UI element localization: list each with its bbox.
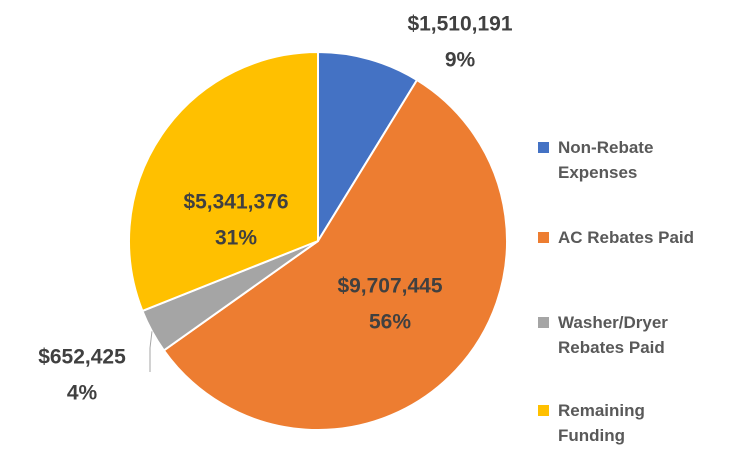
pie-slice	[128, 50, 319, 313]
legend-label: Remaining Funding	[558, 401, 645, 445]
legend-swatch	[538, 405, 549, 416]
legend-swatch	[538, 232, 549, 243]
percent-label: 56%	[369, 311, 411, 334]
legend-label: Non-Rebate Expenses	[558, 138, 654, 182]
data-label: $5,341,376	[183, 191, 288, 214]
data-label: $9,707,445	[337, 275, 442, 298]
pie-slice	[317, 50, 419, 245]
legend-item: AC Rebates Paid	[538, 225, 698, 250]
pie-slice	[162, 78, 508, 431]
legend-item: Remaining Funding	[538, 398, 698, 448]
legend-label: Washer/Dryer Rebates Paid	[558, 313, 668, 357]
percent-label: 9%	[445, 49, 476, 72]
data-label: $1,510,191	[407, 13, 512, 36]
legend-swatch	[538, 142, 549, 153]
legend-item: Washer/Dryer Rebates Paid	[538, 310, 698, 360]
legend-label: AC Rebates Paid	[558, 228, 695, 247]
legend-swatch	[538, 317, 549, 328]
leader-line	[149, 331, 153, 372]
legend-item: Non-Rebate Expenses	[538, 135, 698, 185]
data-label: $652,425	[38, 346, 126, 369]
percent-label: 31%	[215, 227, 257, 250]
percent-label: 4%	[67, 382, 98, 405]
